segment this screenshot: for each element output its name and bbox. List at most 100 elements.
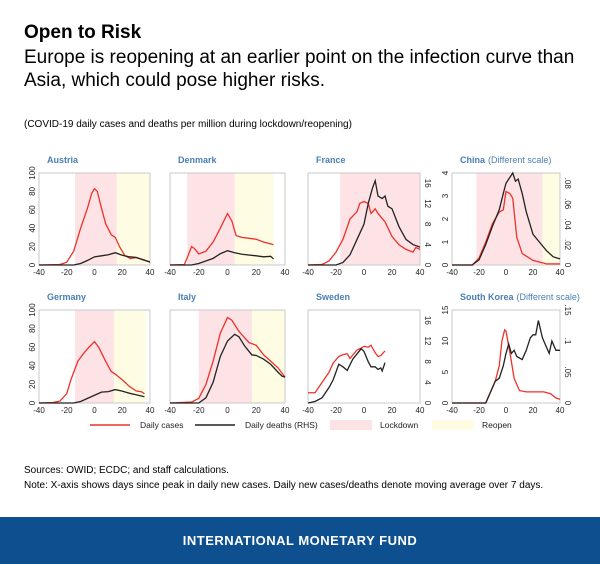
panel-title-text: Italy (178, 292, 196, 302)
y-tick-label: 0 (28, 262, 37, 267)
reopen-band (542, 173, 560, 265)
daily-deaths-line (170, 333, 286, 404)
y-tick-label: 60 (28, 342, 37, 351)
legend-label: Reopen (482, 420, 512, 430)
daily-cases-line (308, 344, 386, 394)
x-tick-label: 40 (146, 268, 155, 277)
panel-italy: Italy -40 -20 0 20 40 (164, 292, 290, 415)
reopen-band (116, 173, 150, 265)
x-tick-label: -20 (193, 406, 205, 415)
y2-tick-label: .05 (563, 366, 572, 378)
x-tick-label: 40 (281, 406, 290, 415)
x-tick-label: -20 (473, 268, 485, 277)
legend-reopen: Reopen (432, 420, 512, 430)
y-tick-label: 3 (441, 193, 450, 198)
y2-tick-label: 8 (423, 359, 432, 364)
panel-title-text: Austria (47, 155, 79, 165)
x-tick-label: -20 (193, 268, 205, 277)
footer-banner: INTERNATIONAL MONETARY FUND (0, 517, 600, 564)
y-tick-label: 4 (441, 170, 450, 175)
daily-cases-line (169, 316, 286, 404)
daily-deaths-line (39, 252, 151, 266)
x-tick-label: 20 (388, 406, 397, 415)
x-tick-label: 40 (146, 406, 155, 415)
x-tick-label: 0 (362, 406, 367, 415)
y-tick-label: 20 (28, 242, 37, 251)
legend-label: Lockdown (380, 420, 419, 430)
panel-title: Austria (47, 155, 79, 165)
x-tick-label: -40 (164, 406, 176, 415)
y-tick-label: 40 (28, 223, 37, 232)
x-tick-label: -20 (61, 268, 73, 277)
x-tick-label: -20 (330, 406, 342, 415)
y2-tick-label: .02 (563, 239, 572, 251)
x-tick-label: 0 (225, 268, 230, 277)
x-tick-label: 40 (556, 268, 565, 277)
footer-brand: INTERNATIONAL MONETARY FUND (182, 533, 418, 548)
panel-title-text: Sweden (316, 292, 350, 302)
y-tick-label: 2 (441, 216, 450, 221)
x-tick-label: 0 (504, 268, 509, 277)
daily-deaths-line (452, 171, 561, 266)
x-tick-label: 0 (92, 268, 97, 277)
y2-tick-label: .08 (563, 178, 572, 190)
y-tick-label: 100 (28, 166, 37, 180)
y-tick-label: 0 (441, 262, 450, 267)
daily-cases-line (38, 187, 151, 266)
y-tick-label: 100 (28, 303, 37, 317)
y2-tick-label: 0 (423, 401, 432, 406)
legend-swatch (432, 420, 474, 430)
y2-tick-label: 0 (563, 263, 572, 268)
y-tick-label: 20 (28, 379, 37, 388)
panel-austria: Austria -40 -20 0 20 40 0 20 40 60 80 100 (28, 155, 155, 277)
plot-frame (451, 172, 561, 266)
panel-title: Sweden (316, 292, 350, 302)
panel-germany: Germany -40 -20 0 20 40 0 20 40 60 80 100 (28, 292, 155, 415)
panel-title: Germany (47, 292, 86, 302)
x-tick-label: -40 (164, 268, 176, 277)
x-tick-label: 20 (118, 406, 127, 415)
x-tick-label: 0 (92, 406, 97, 415)
y-tick-label: 40 (28, 361, 37, 370)
panel-title-note: (Different scale) (488, 155, 551, 165)
daily-deaths-line (307, 347, 386, 404)
legend-lockdown: Lockdown (330, 420, 419, 430)
lockdown-band (198, 310, 252, 403)
small-multiples-chart: Austria-40 -20 0 20 40020406080100Denmark-40… (28, 155, 580, 430)
panel-title-note: (Different scale) (517, 292, 580, 302)
panel-title-text: China (460, 155, 486, 165)
daily-deaths-line (452, 320, 560, 404)
chart-subtitle: Europe is reopening at an earlier point … (24, 47, 575, 91)
chart-caption: (COVID-19 daily cases and deaths per mil… (24, 119, 352, 130)
panel-title-text: Germany (47, 292, 86, 302)
chart-title: Open to Risk (24, 22, 142, 43)
plot-frame (307, 172, 421, 266)
y2-tick-label: .04 (563, 219, 572, 231)
panel-title: South Korea (Different scale) (460, 292, 580, 302)
daily-deaths-line (39, 388, 145, 404)
y-tick-label: 60 (28, 205, 37, 214)
panel-title: China (Different scale) (460, 155, 551, 165)
x-tick-label: -40 (302, 406, 314, 415)
panel-title-text: France (316, 155, 346, 165)
plot-frame (307, 309, 421, 404)
panel-title-text: Denmark (178, 155, 218, 165)
y2-tick-label: 12 (423, 337, 432, 346)
plot-frame (169, 172, 286, 266)
legend: Daily cases Daily deaths (RHS) Lockdown Reo… (90, 420, 512, 430)
y-tick-label: 15 (441, 305, 450, 314)
x-tick-label: 40 (416, 406, 425, 415)
x-tick-label: -40 (33, 268, 45, 277)
x-tick-label: -20 (61, 406, 73, 415)
y2-tick-label: .1 (563, 338, 572, 345)
x-tick-label: 0 (225, 406, 230, 415)
plot-frame (169, 309, 286, 404)
x-tick-label: 20 (252, 406, 261, 415)
source-note: Sources: OWID; ECDC; and staff calculati… (24, 463, 543, 493)
legend-swatch (330, 420, 372, 430)
daily-deaths-line (170, 250, 274, 266)
y2-tick-label: 0 (563, 401, 572, 406)
